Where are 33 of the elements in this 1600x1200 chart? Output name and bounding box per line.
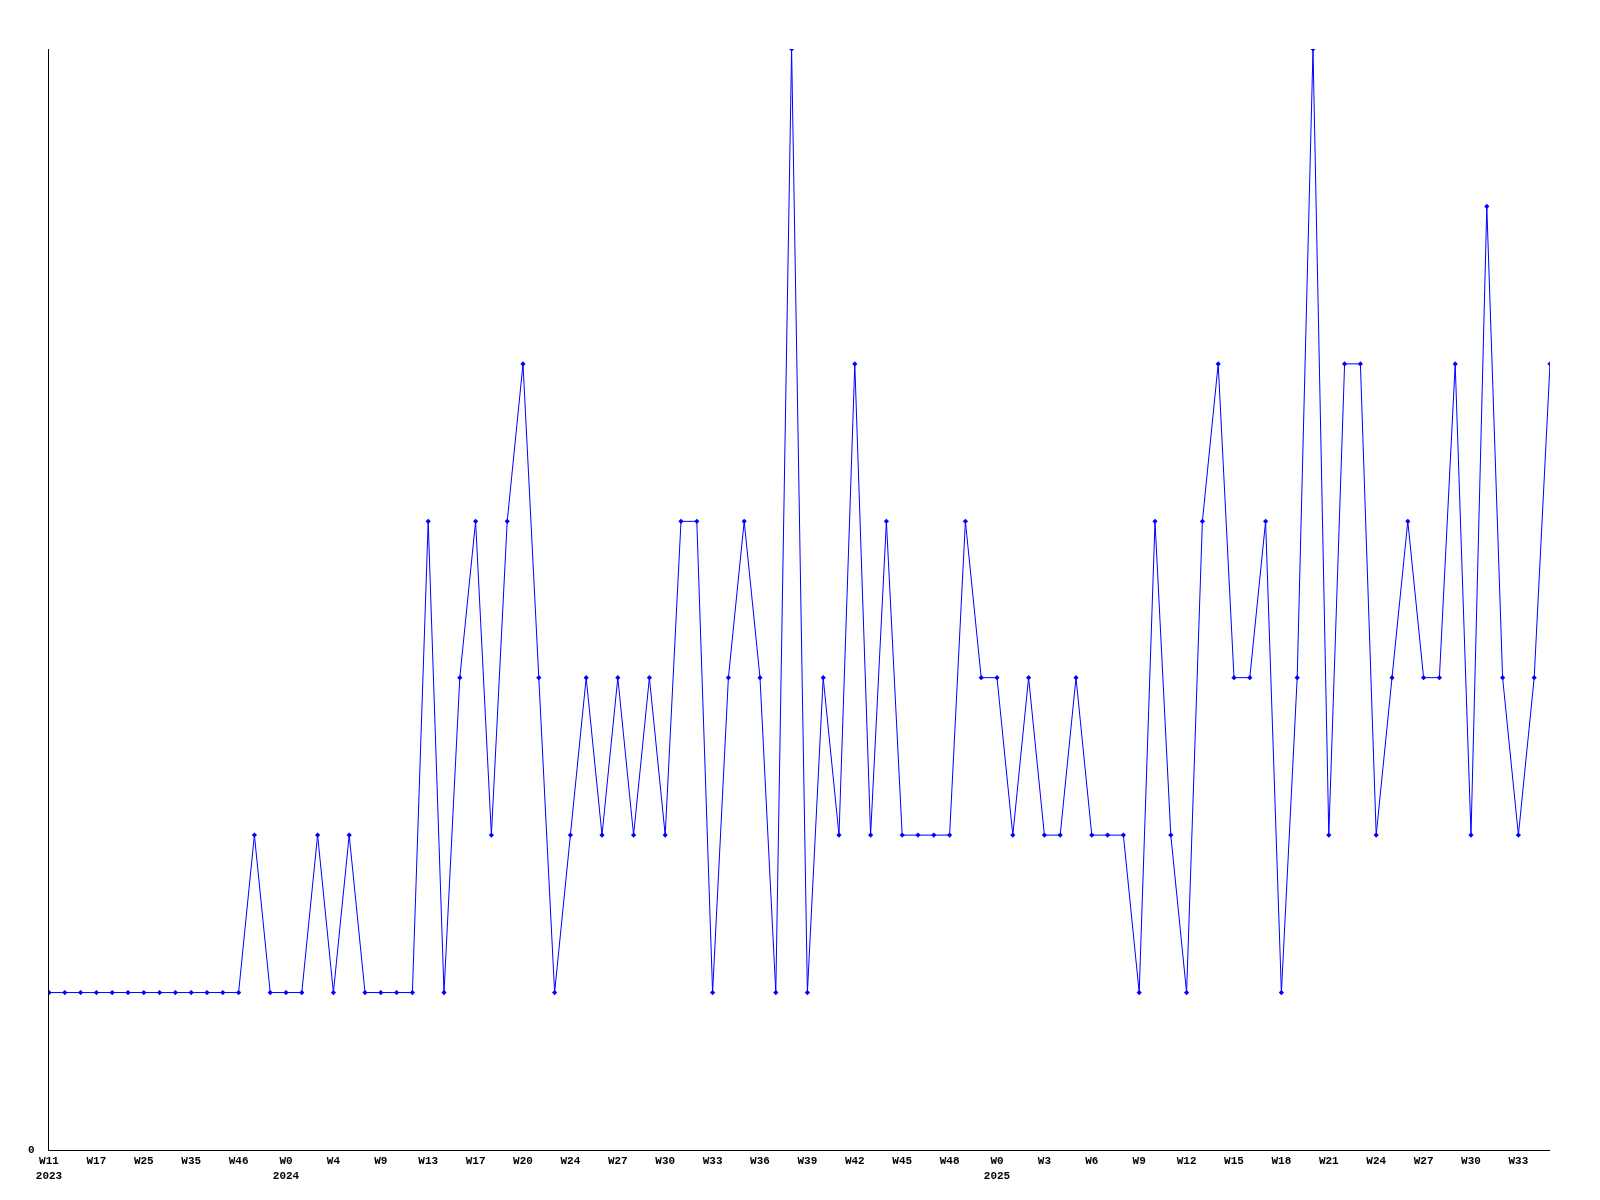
x-tick-label: W39 (797, 1155, 818, 1168)
text: 0 (28, 1144, 35, 1156)
x-tick-label: W27 (1413, 1155, 1434, 1168)
x-tick-label: W0 2024 (272, 1155, 300, 1182)
x-tick-label: W9 (374, 1155, 388, 1168)
x-tick-label: W24 (560, 1155, 581, 1168)
x-tick-label: W27 (607, 1155, 628, 1168)
x-tick-label: W21 (1318, 1155, 1340, 1168)
x-tick-label: W13 (418, 1155, 439, 1168)
x-tick-label: W42 (844, 1155, 865, 1168)
x-tick-label: W17 (465, 1155, 486, 1168)
x-tick-label: W15 (1224, 1155, 1245, 1168)
x-tick-label: W35 (181, 1155, 202, 1168)
x-tick-label: W4 (326, 1155, 341, 1168)
x-tick-label: W33 (1508, 1155, 1529, 1168)
x-tick-label: W30 (655, 1155, 676, 1168)
x-tick-label: W20 (513, 1155, 533, 1168)
x-tick-label: W3 (1037, 1155, 1052, 1168)
x-tick-label: W17 (86, 1155, 107, 1168)
x-tick-label: W9 (1132, 1155, 1146, 1168)
x-tick-label: W6 (1085, 1155, 1099, 1168)
x-tick-label: W30 (1461, 1155, 1481, 1168)
x-tick-label: W11 2023 (35, 1155, 63, 1182)
x-tick-label: W0 2025 (983, 1155, 1011, 1182)
x-tick-label: W18 (1271, 1155, 1292, 1168)
x-tick-label: W46 (228, 1155, 249, 1168)
x-tick-label: W48 (939, 1155, 960, 1168)
x-tick-label: W33 (702, 1155, 723, 1168)
x-tick-label: W45 (892, 1155, 913, 1168)
x-tick-label: W24 (1366, 1155, 1387, 1168)
x-tick-label: W12 (1176, 1155, 1197, 1168)
x-tick-label: W25 (133, 1155, 155, 1168)
x-tick-label: W36 (750, 1155, 770, 1168)
